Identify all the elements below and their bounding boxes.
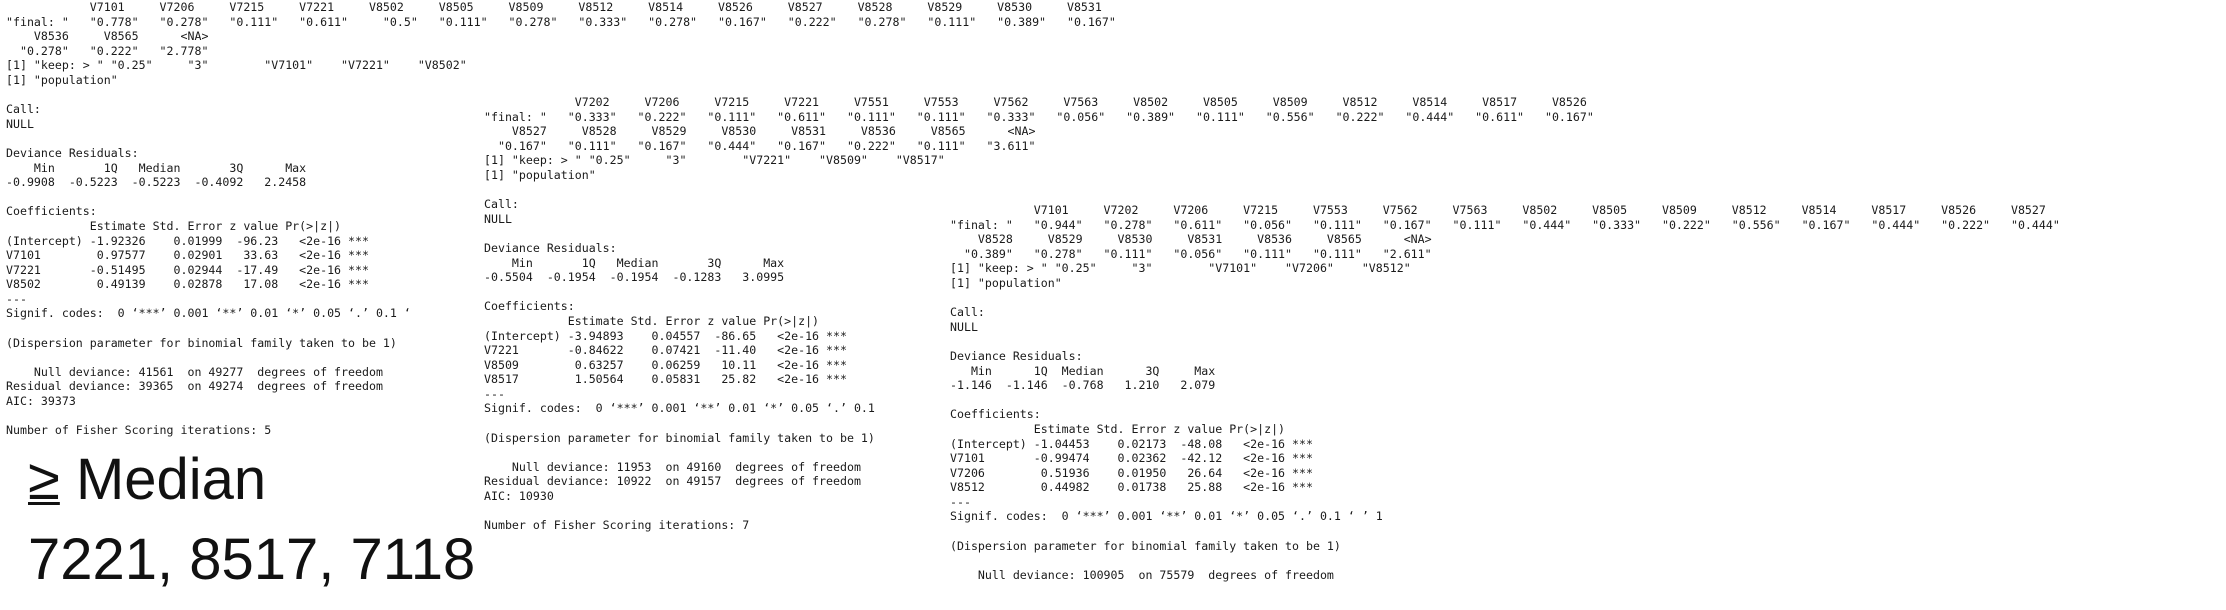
console-line: Deviance Residuals: (6, 145, 139, 160)
console-line: [1] "population" (6, 72, 118, 87)
console-line: Residual deviance: 39365 on 49274 degree… (6, 379, 383, 394)
median-heading: ≥ Median (28, 448, 266, 512)
console-line: Null deviance: 100905 on 75579 degrees o… (950, 567, 1334, 582)
console-line: V7221 -0.51495 0.02944 -17.49 <2e-16 *** (6, 262, 369, 277)
console-line: -0.5504 -0.1954 -0.1954 -0.1283 3.0995 (484, 270, 785, 285)
console-line: V8502 0.49139 0.02878 17.08 <2e-16 *** (6, 277, 369, 292)
console-line: Call: (950, 305, 985, 320)
r-output-panel-2: V7202 V7206 V7215 V7221 V7551 V7553 V756… (484, 95, 1594, 533)
console-line: "final: " "0.778" "0.278" "0.111" "0.611… (6, 14, 1116, 29)
console-line: Min 1Q Median 3Q Max (6, 160, 307, 175)
console-line: AIC: 39373 (6, 394, 76, 409)
console-line: (Intercept) -1.04453 0.02173 -48.08 <2e-… (950, 436, 1313, 451)
console-line: Number of Fisher Scoring iterations: 7 (484, 518, 750, 533)
console-line: V7202 V7206 V7215 V7221 V7551 V7553 V756… (484, 95, 1587, 109)
console-line: NULL (6, 116, 34, 131)
median-variable-list: 7221, 8517, 7118 (28, 527, 476, 592)
r-output-panel-3: V7101 V7202 V7206 V7215 V7553 V7562 V756… (950, 203, 2060, 582)
console-line (950, 393, 2060, 408)
console-line: V7221 -0.84622 0.07421 -11.40 <2e-16 *** (484, 343, 847, 358)
console-line: Deviance Residuals: (484, 240, 617, 255)
console-line: (Dispersion parameter for binomial famil… (6, 335, 397, 350)
console-line: --- (484, 386, 505, 401)
console-line: Min 1Q Median 3Q Max (484, 255, 785, 270)
console-line: (Intercept) -3.94893 0.04557 -86.65 <2e-… (484, 328, 847, 343)
console-line: V7101 V7206 V7215 V7221 V8502 V8505 V850… (6, 0, 1102, 14)
console-line: Call: (484, 197, 519, 212)
console-line: -1.146 -1.146 -0.768 1.210 2.079 (950, 378, 1216, 393)
console-line: Number of Fisher Scoring iterations: 5 (6, 423, 272, 438)
console-line: --- (950, 494, 971, 509)
console-line: Coefficients: (6, 204, 97, 219)
console-line: (Dispersion parameter for binomial famil… (950, 538, 1341, 553)
console-line: [1] "population" (484, 167, 596, 182)
greater-equal-symbol: ≥ (28, 447, 60, 512)
console-line (950, 291, 2060, 306)
console-line: Signif. codes: 0 ‘***’ 0.001 ‘**’ 0.01 ‘… (484, 401, 875, 416)
console-line (484, 183, 1594, 198)
console-line: Signif. codes: 0 ‘***’ 0.001 ‘**’ 0.01 ‘… (950, 509, 1383, 524)
console-line: [1] "keep: > " "0.25" "3" "V7221" "V8509… (484, 153, 945, 168)
console-line: AIC: 10930 (484, 489, 554, 504)
r-output-panel-1: V7101 V7206 V7215 V7221 V8502 V8505 V850… (6, 0, 1116, 438)
console-line: "final: " "0.944" "0.278" "0.611" "0.056… (950, 217, 2060, 232)
console-line: V8512 0.44982 0.01738 25.88 <2e-16 *** (950, 480, 1313, 495)
console-line (950, 524, 2060, 539)
median-label: Median (59, 447, 267, 512)
console-line: --- (6, 291, 27, 306)
console-line: "final: " "0.333" "0.222" "0.111" "0.611… (484, 109, 1594, 124)
console-line: V7206 0.51936 0.01950 26.64 <2e-16 *** (950, 465, 1313, 480)
console-line: V8527 V8528 V8529 V8530 V8531 V8536 V856… (484, 124, 1036, 139)
console-line: Estimate Std. Error z value Pr(>|z|) (6, 218, 342, 233)
console-line: Coefficients: (484, 299, 575, 314)
console-line: Estimate Std. Error z value Pr(>|z|) (484, 313, 820, 328)
console-line: Null deviance: 41561 on 49277 degrees of… (6, 364, 383, 379)
console-line: (Dispersion parameter for binomial famil… (484, 430, 875, 445)
console-line: (Intercept) -1.92326 0.01999 -96.23 <2e-… (6, 233, 369, 248)
console-line: V7101 -0.99474 0.02362 -42.12 <2e-16 *** (950, 451, 1313, 466)
console-line: NULL (484, 211, 512, 226)
console-line: V8528 V8529 V8530 V8531 V8536 V8565 <NA> (950, 232, 1432, 247)
console-line: "0.167" "0.111" "0.167" "0.444" "0.167" … (484, 138, 1036, 153)
console-line (950, 553, 2060, 568)
console-line: "0.278" "0.222" "2.778" (6, 43, 209, 58)
console-line: Call: (6, 102, 41, 117)
console-line: Coefficients: (950, 407, 1041, 422)
console-line: Signif. codes: 0 ‘***’ 0.001 ‘**’ 0.01 ‘… (6, 306, 411, 321)
console-line: NULL (950, 319, 978, 334)
console-line: Null deviance: 11953 on 49160 degrees of… (484, 459, 861, 474)
console-line: Min 1Q Median 3Q Max (950, 363, 1216, 378)
console-line: [1] "keep: > " "0.25" "3" "V7101" "V7206… (950, 261, 1411, 276)
console-line: V8509 0.63257 0.06259 10.11 <2e-16 *** (484, 357, 847, 372)
console-line: "0.389" "0.278" "0.111" "0.056" "0.111" … (950, 246, 1432, 261)
console-line: V7101 V7202 V7206 V7215 V7553 V7562 V756… (950, 203, 2046, 217)
console-line: Residual deviance: 10922 on 49157 degree… (484, 474, 861, 489)
console-line: [1] "population" (950, 275, 1062, 290)
console-line: V7101 0.97577 0.02901 33.63 <2e-16 *** (6, 248, 369, 263)
console-line (950, 334, 2060, 349)
console-line: Deviance Residuals: (950, 348, 1083, 363)
console-line: [1] "keep: > " "0.25" "3" "V7101" "V7221… (6, 58, 467, 73)
console-line: V8536 V8565 <NA> (6, 29, 209, 44)
console-line: Estimate Std. Error z value Pr(>|z|) (950, 421, 1286, 436)
console-line: -0.9908 -0.5223 -0.5223 -0.4092 2.2458 (6, 175, 307, 190)
console-line: V8517 1.50564 0.05831 25.82 <2e-16 *** (484, 372, 847, 387)
